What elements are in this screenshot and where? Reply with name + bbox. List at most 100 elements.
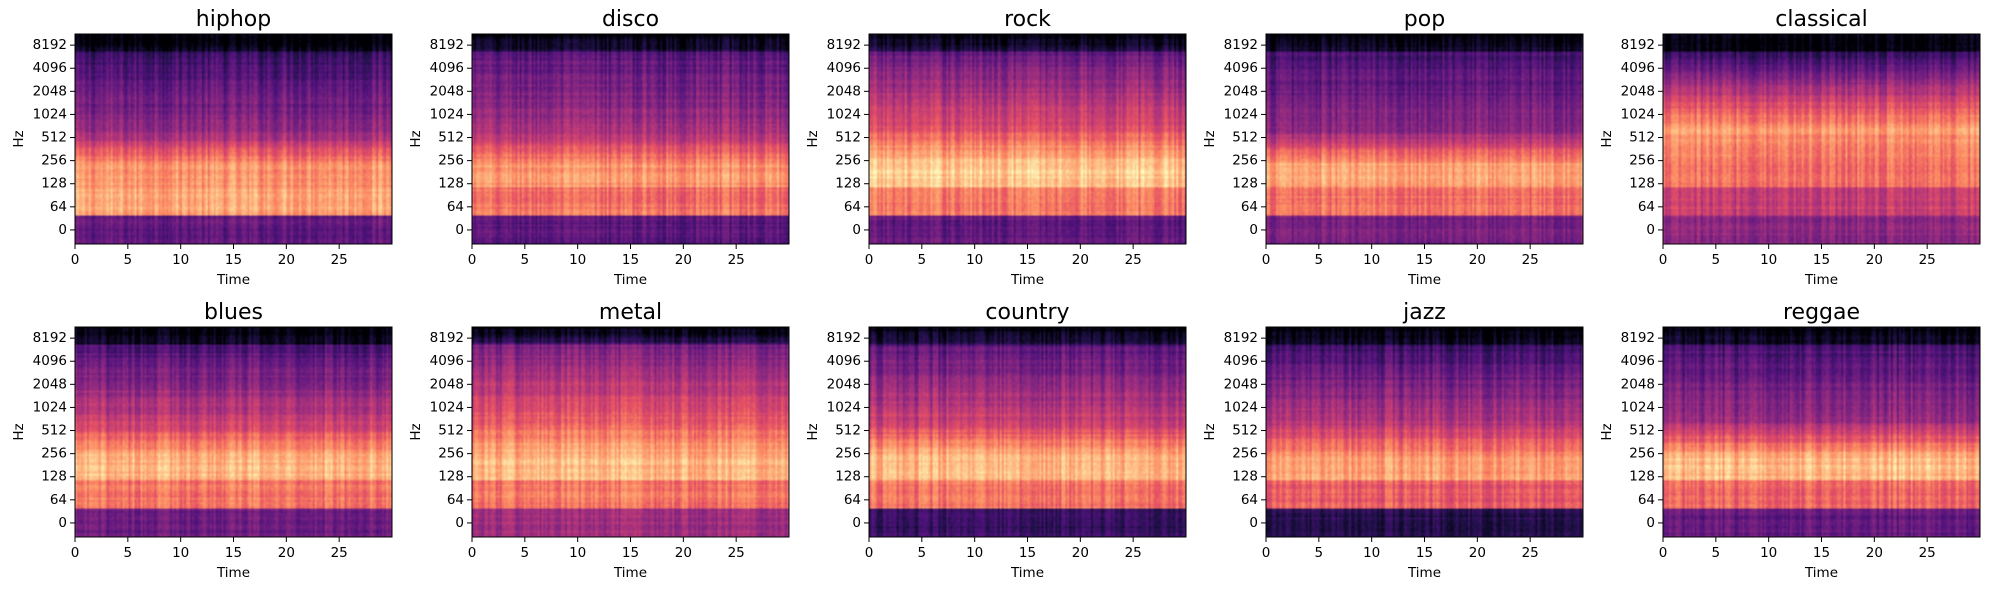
x-tick-label: 25 [728,545,745,561]
y-axis-label: Hz [1599,423,1615,440]
x-tick-label: 15 [1813,252,1830,268]
y-tick-label: 512 [1629,130,1655,146]
x-axis-label: Time [1407,565,1441,581]
y-axis-label: Hz [11,423,27,440]
y-tick-label: 64 [844,492,861,508]
y-tick-label: 1024 [827,399,861,415]
y-tick-label: 0 [455,515,464,531]
x-tick-label: 5 [521,545,530,561]
y-tick-label: 4096 [1224,353,1258,369]
y-tick-label: 128 [1232,469,1258,485]
y-tick-label: 512 [835,423,861,439]
y-tick-label: 128 [1629,176,1655,192]
y-tick-label: 128 [1232,176,1258,192]
y-tick-label: 256 [1232,153,1258,169]
spectrogram-image [1663,34,1980,244]
panel-title: country [985,300,1069,325]
x-tick-label: 5 [1712,252,1721,268]
x-tick-label: 5 [521,252,530,268]
spectrogram-image [472,327,789,537]
x-tick-label: 25 [331,252,348,268]
y-tick-label: 64 [447,492,464,508]
y-tick-label: 128 [41,469,67,485]
panel-title: classical [1775,7,1867,32]
y-tick-label: 512 [438,130,464,146]
y-tick-label: 512 [835,130,861,146]
panel-title: metal [599,300,662,325]
y-tick-label: 4096 [1621,60,1655,76]
x-axis-label: Time [613,272,647,288]
y-tick-label: 64 [844,199,861,215]
x-axis-label: Time [1407,272,1441,288]
x-tick-label: 10 [966,252,983,268]
y-tick-label: 8192 [33,330,67,346]
x-tick-label: 25 [1125,252,1142,268]
y-tick-label: 1024 [33,399,67,415]
spectrogram-image [75,34,392,244]
panel-title: pop [1404,7,1445,32]
x-tick-label: 20 [1469,252,1486,268]
x-tick-label: 5 [124,252,133,268]
y-tick-label: 256 [1629,153,1655,169]
x-tick-label: 20 [1866,252,1883,268]
y-tick-label: 1024 [1224,106,1258,122]
y-tick-label: 4096 [430,353,464,369]
panel-title: jazz [1402,300,1446,325]
x-axis-label: Time [1804,565,1838,581]
x-tick-label: 5 [1315,252,1324,268]
panel-title: blues [204,300,263,325]
x-axis-label: Time [1010,272,1044,288]
y-tick-label: 128 [438,469,464,485]
panel-title: disco [602,7,659,32]
spectrogram-image [1266,34,1583,244]
x-tick-label: 20 [278,545,295,561]
y-axis-label: Hz [408,130,424,147]
y-tick-label: 8192 [827,37,861,53]
y-tick-label: 256 [1232,446,1258,462]
y-tick-label: 256 [41,153,67,169]
x-tick-label: 15 [1019,545,1036,561]
spectrogram-panel-disco: disco 0 64 128 256 512 1024 2048 4096 8192 0 5 10 15 2… [408,7,790,288]
y-tick-label: 64 [50,199,67,215]
y-tick-label: 256 [41,446,67,462]
y-tick-label: 64 [447,199,464,215]
x-tick-label: 15 [1416,252,1433,268]
y-tick-label: 2048 [33,83,67,99]
spectrogram-image [472,34,789,244]
y-tick-label: 128 [835,469,861,485]
x-axis-label: Time [1804,272,1838,288]
y-tick-label: 4096 [33,353,67,369]
spectrogram-image [869,327,1186,537]
x-tick-label: 15 [1019,252,1036,268]
y-tick-label: 0 [58,222,67,238]
y-tick-label: 8192 [1621,330,1655,346]
x-tick-label: 0 [1262,252,1271,268]
spectrogram-panel-hiphop: hiphop 0 64 128 256 512 1024 2048 4096 8192 0 5 10 15… [11,7,393,288]
x-tick-label: 0 [1659,252,1668,268]
y-tick-label: 0 [1646,515,1655,531]
x-axis-label: Time [613,565,647,581]
y-tick-label: 4096 [827,60,861,76]
y-tick-label: 2048 [827,83,861,99]
x-tick-label: 10 [1760,252,1777,268]
x-tick-label: 25 [1919,252,1936,268]
x-tick-label: 0 [865,545,874,561]
x-axis-label: Time [216,565,250,581]
y-tick-label: 256 [438,446,464,462]
x-tick-label: 10 [1363,545,1380,561]
x-tick-label: 10 [1363,252,1380,268]
x-tick-label: 25 [1919,545,1936,561]
y-tick-label: 256 [835,153,861,169]
y-tick-label: 1024 [1621,106,1655,122]
x-tick-label: 10 [1760,545,1777,561]
y-tick-label: 0 [58,515,67,531]
y-tick-label: 1024 [827,106,861,122]
x-tick-label: 20 [1072,252,1089,268]
y-tick-label: 128 [1629,469,1655,485]
y-tick-label: 128 [41,176,67,192]
y-tick-label: 256 [835,446,861,462]
x-tick-label: 15 [1813,545,1830,561]
spectrogram-panel-metal: metal 0 64 128 256 512 1024 2048 4096 8192 0 5 10 15 2… [408,300,790,581]
y-axis-label: Hz [1202,130,1218,147]
